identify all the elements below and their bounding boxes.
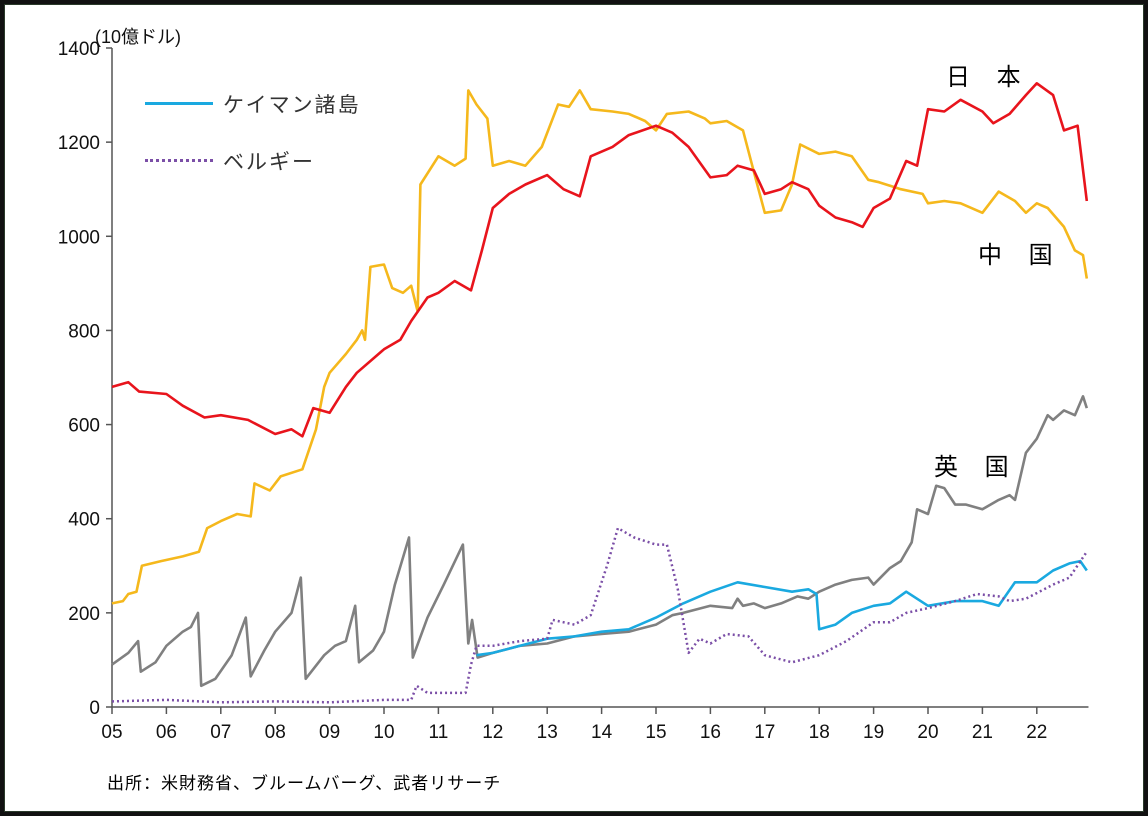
series-line-cayman [476, 559, 1088, 657]
y-tick-label: 0 [89, 698, 100, 719]
x-tick-label: 18 [809, 722, 830, 743]
legend-label-belgium: ベルギー [223, 151, 315, 174]
x-tick-label: 20 [917, 722, 938, 743]
x-tick-label: 10 [373, 722, 394, 743]
x-tick-label: 19 [863, 722, 884, 743]
y-tick-label: 600 [68, 416, 100, 437]
y-tick-label: 1000 [58, 227, 100, 248]
source-note: 出所：米財務省、ブルームバーグ、武者リサーチ [107, 774, 502, 793]
x-tick-label: 21 [972, 722, 993, 743]
x-tick-label: 05 [101, 722, 122, 743]
y-tick-label: 1200 [58, 133, 100, 154]
annotation-uk: 英 国 [934, 454, 1019, 481]
annotation-china: 中 国 [978, 242, 1063, 269]
x-tick-label: 13 [537, 722, 558, 743]
x-tick-label: 06 [156, 722, 177, 743]
x-tick-label: 12 [482, 722, 503, 743]
y-tick-label: 200 [68, 604, 100, 625]
line-chart: 0 200 400 600 800 1000 1200 1400 05 06 07 08 09 10 11 1… [58, 39, 1089, 743]
series-line-japan [111, 82, 1089, 438]
y-tick-label: 400 [68, 510, 100, 531]
x-tick-label: 14 [591, 722, 613, 743]
legend-swatch-cayman [145, 102, 213, 105]
x-tick-label: 11 [429, 722, 449, 743]
y-axis-unit-label: (10億ドル) [95, 27, 182, 47]
annotation-japan: 日 本 [946, 64, 1031, 91]
x-tick-label: 15 [645, 722, 666, 743]
series-line-belgium [111, 526, 1088, 704]
x-tick-label: 07 [210, 722, 231, 743]
x-tick-label: 17 [754, 722, 775, 743]
x-tick-label: 09 [319, 722, 340, 743]
legend-swatch-belgium [145, 159, 213, 162]
x-tick-label: 22 [1026, 722, 1047, 743]
y-tick-label: 800 [68, 321, 100, 342]
x-tick-label: 16 [700, 722, 721, 743]
legend-label-cayman: ケイマン諸島 [223, 94, 361, 117]
y-tick-label: 1400 [58, 39, 100, 60]
chart-frame: 0 200 400 600 800 1000 1200 1400 05 06 07 08 09 10 11 1… [4, 4, 1144, 812]
series-line-uk [111, 395, 1089, 688]
x-tick-label: 08 [265, 722, 286, 743]
series-line-china [111, 89, 1089, 605]
